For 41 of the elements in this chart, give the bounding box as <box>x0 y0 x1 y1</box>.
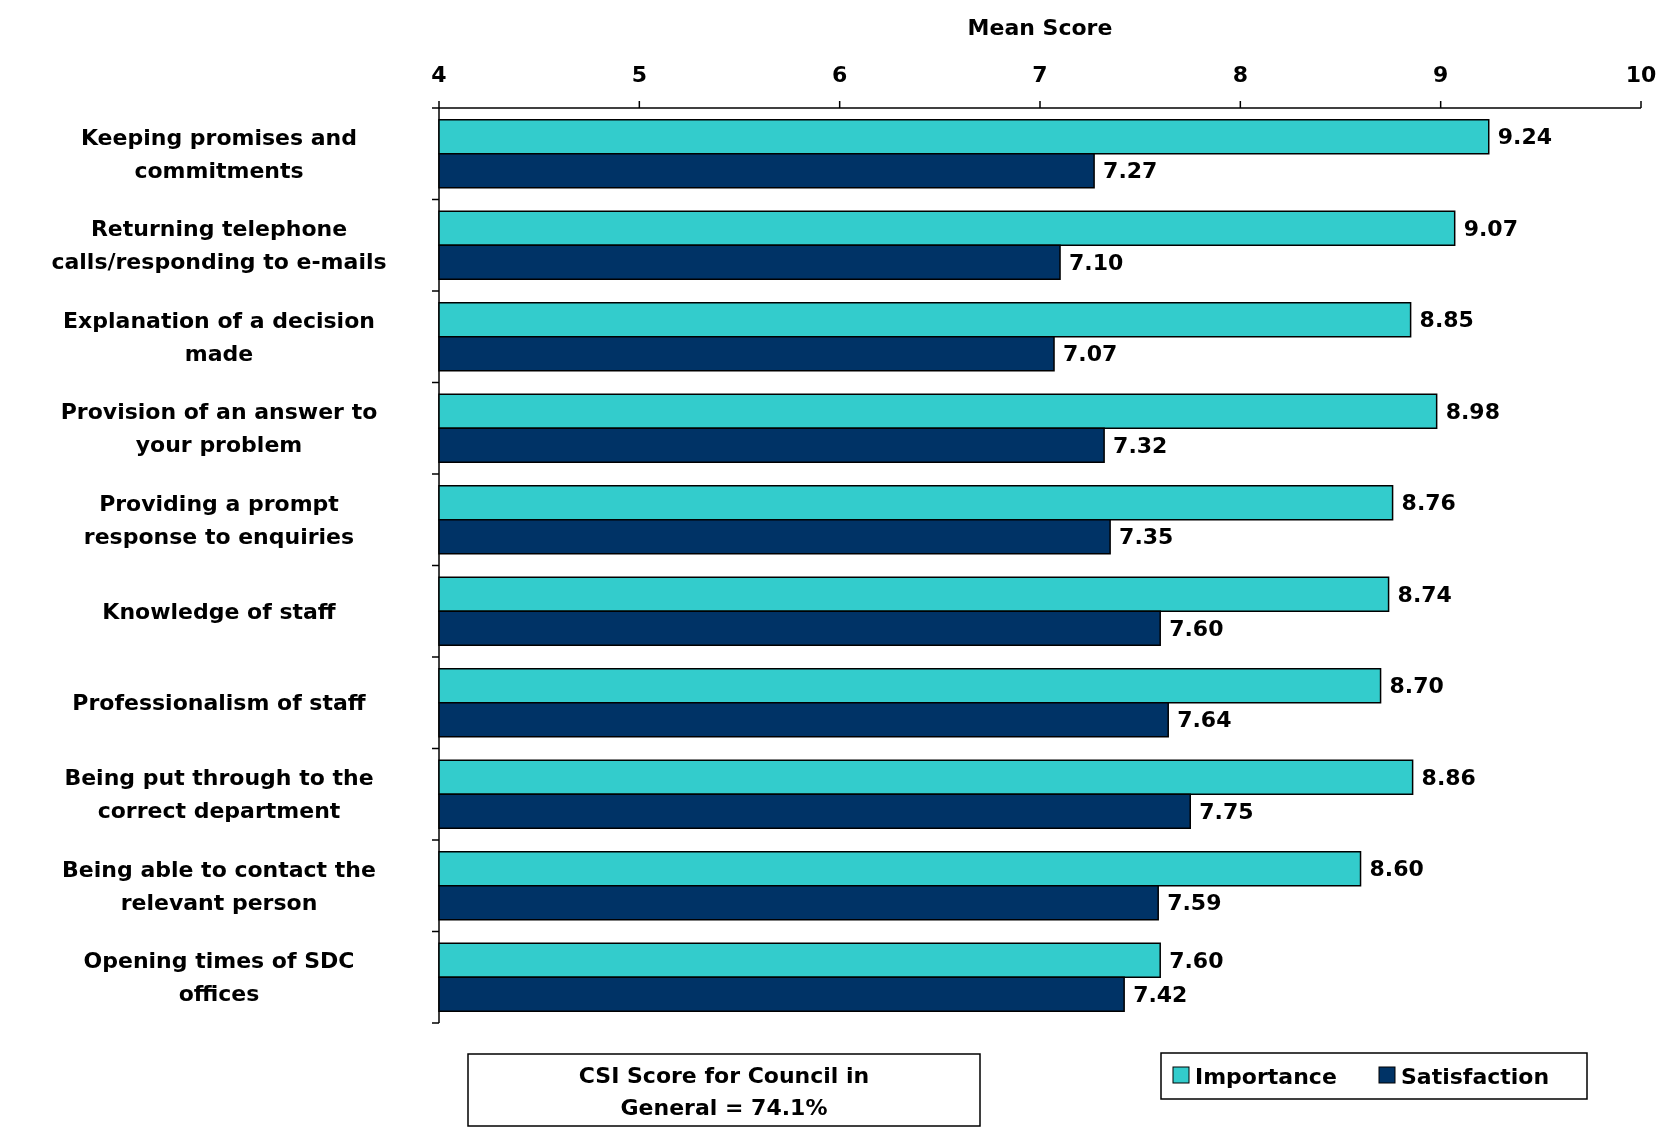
y-tick-label: Knowledge of staff <box>102 598 337 624</box>
x-tick-label: 8 <box>1232 62 1248 87</box>
legend-label: Satisfaction <box>1401 1063 1550 1089</box>
data-label: 7.10 <box>1069 249 1124 275</box>
data-label: 8.76 <box>1401 490 1456 516</box>
data-label: 7.42 <box>1133 981 1188 1007</box>
data-label: 7.64 <box>1177 707 1232 733</box>
data-label: 8.74 <box>1397 581 1452 607</box>
data-label: 8.85 <box>1419 307 1474 333</box>
x-tick-label: 10 <box>1625 62 1657 87</box>
data-label: 8.60 <box>1369 856 1424 882</box>
x-tick-label: 9 <box>1433 62 1449 87</box>
data-label: 7.27 <box>1103 158 1158 184</box>
data-label: 9.07 <box>1463 215 1518 241</box>
y-tick-label: Professionalism of staff <box>72 690 367 716</box>
x-tick-label: 5 <box>631 62 647 87</box>
y-tick-label: Being able to contact the relevant person <box>62 856 376 915</box>
y-tick-label: Provision of an answer to your problem <box>60 399 378 458</box>
data-label: 7.75 <box>1199 798 1254 824</box>
y-tick-label: Opening times of SDC offices <box>83 948 355 1007</box>
text: CSI Score for Council in General = 74.1% <box>578 1063 870 1120</box>
data-label: 7.35 <box>1119 524 1174 550</box>
y-tick-label: Being put through to the correct department <box>64 765 374 824</box>
x-tick-label: 7 <box>1032 62 1048 87</box>
data-label: 8.98 <box>1445 398 1500 424</box>
x-axis-title: Mean Score <box>967 15 1113 40</box>
data-label: 8.70 <box>1389 673 1444 699</box>
y-tick-label: Providing a prompt response to enquiries <box>83 490 355 549</box>
data-label: 7.59 <box>1167 890 1222 916</box>
data-label: 9.24 <box>1497 124 1553 150</box>
data-label: 7.07 <box>1063 341 1118 367</box>
x-tick-label: 6 <box>832 62 848 87</box>
x-tick-label: 4 <box>431 62 447 87</box>
data-label: 8.86 <box>1421 764 1476 790</box>
y-tick-label: Returning telephone calls/responding to e-mails <box>51 216 387 275</box>
data-label: 7.32 <box>1113 432 1168 458</box>
legend-label: Importance <box>1195 1063 1337 1089</box>
y-tick-label: Explanation of a decision made <box>63 307 375 366</box>
data-label: 7.60 <box>1169 615 1224 641</box>
data-label: 7.60 <box>1169 947 1224 973</box>
y-tick-label: Keeping promises and commitments <box>80 124 358 183</box>
